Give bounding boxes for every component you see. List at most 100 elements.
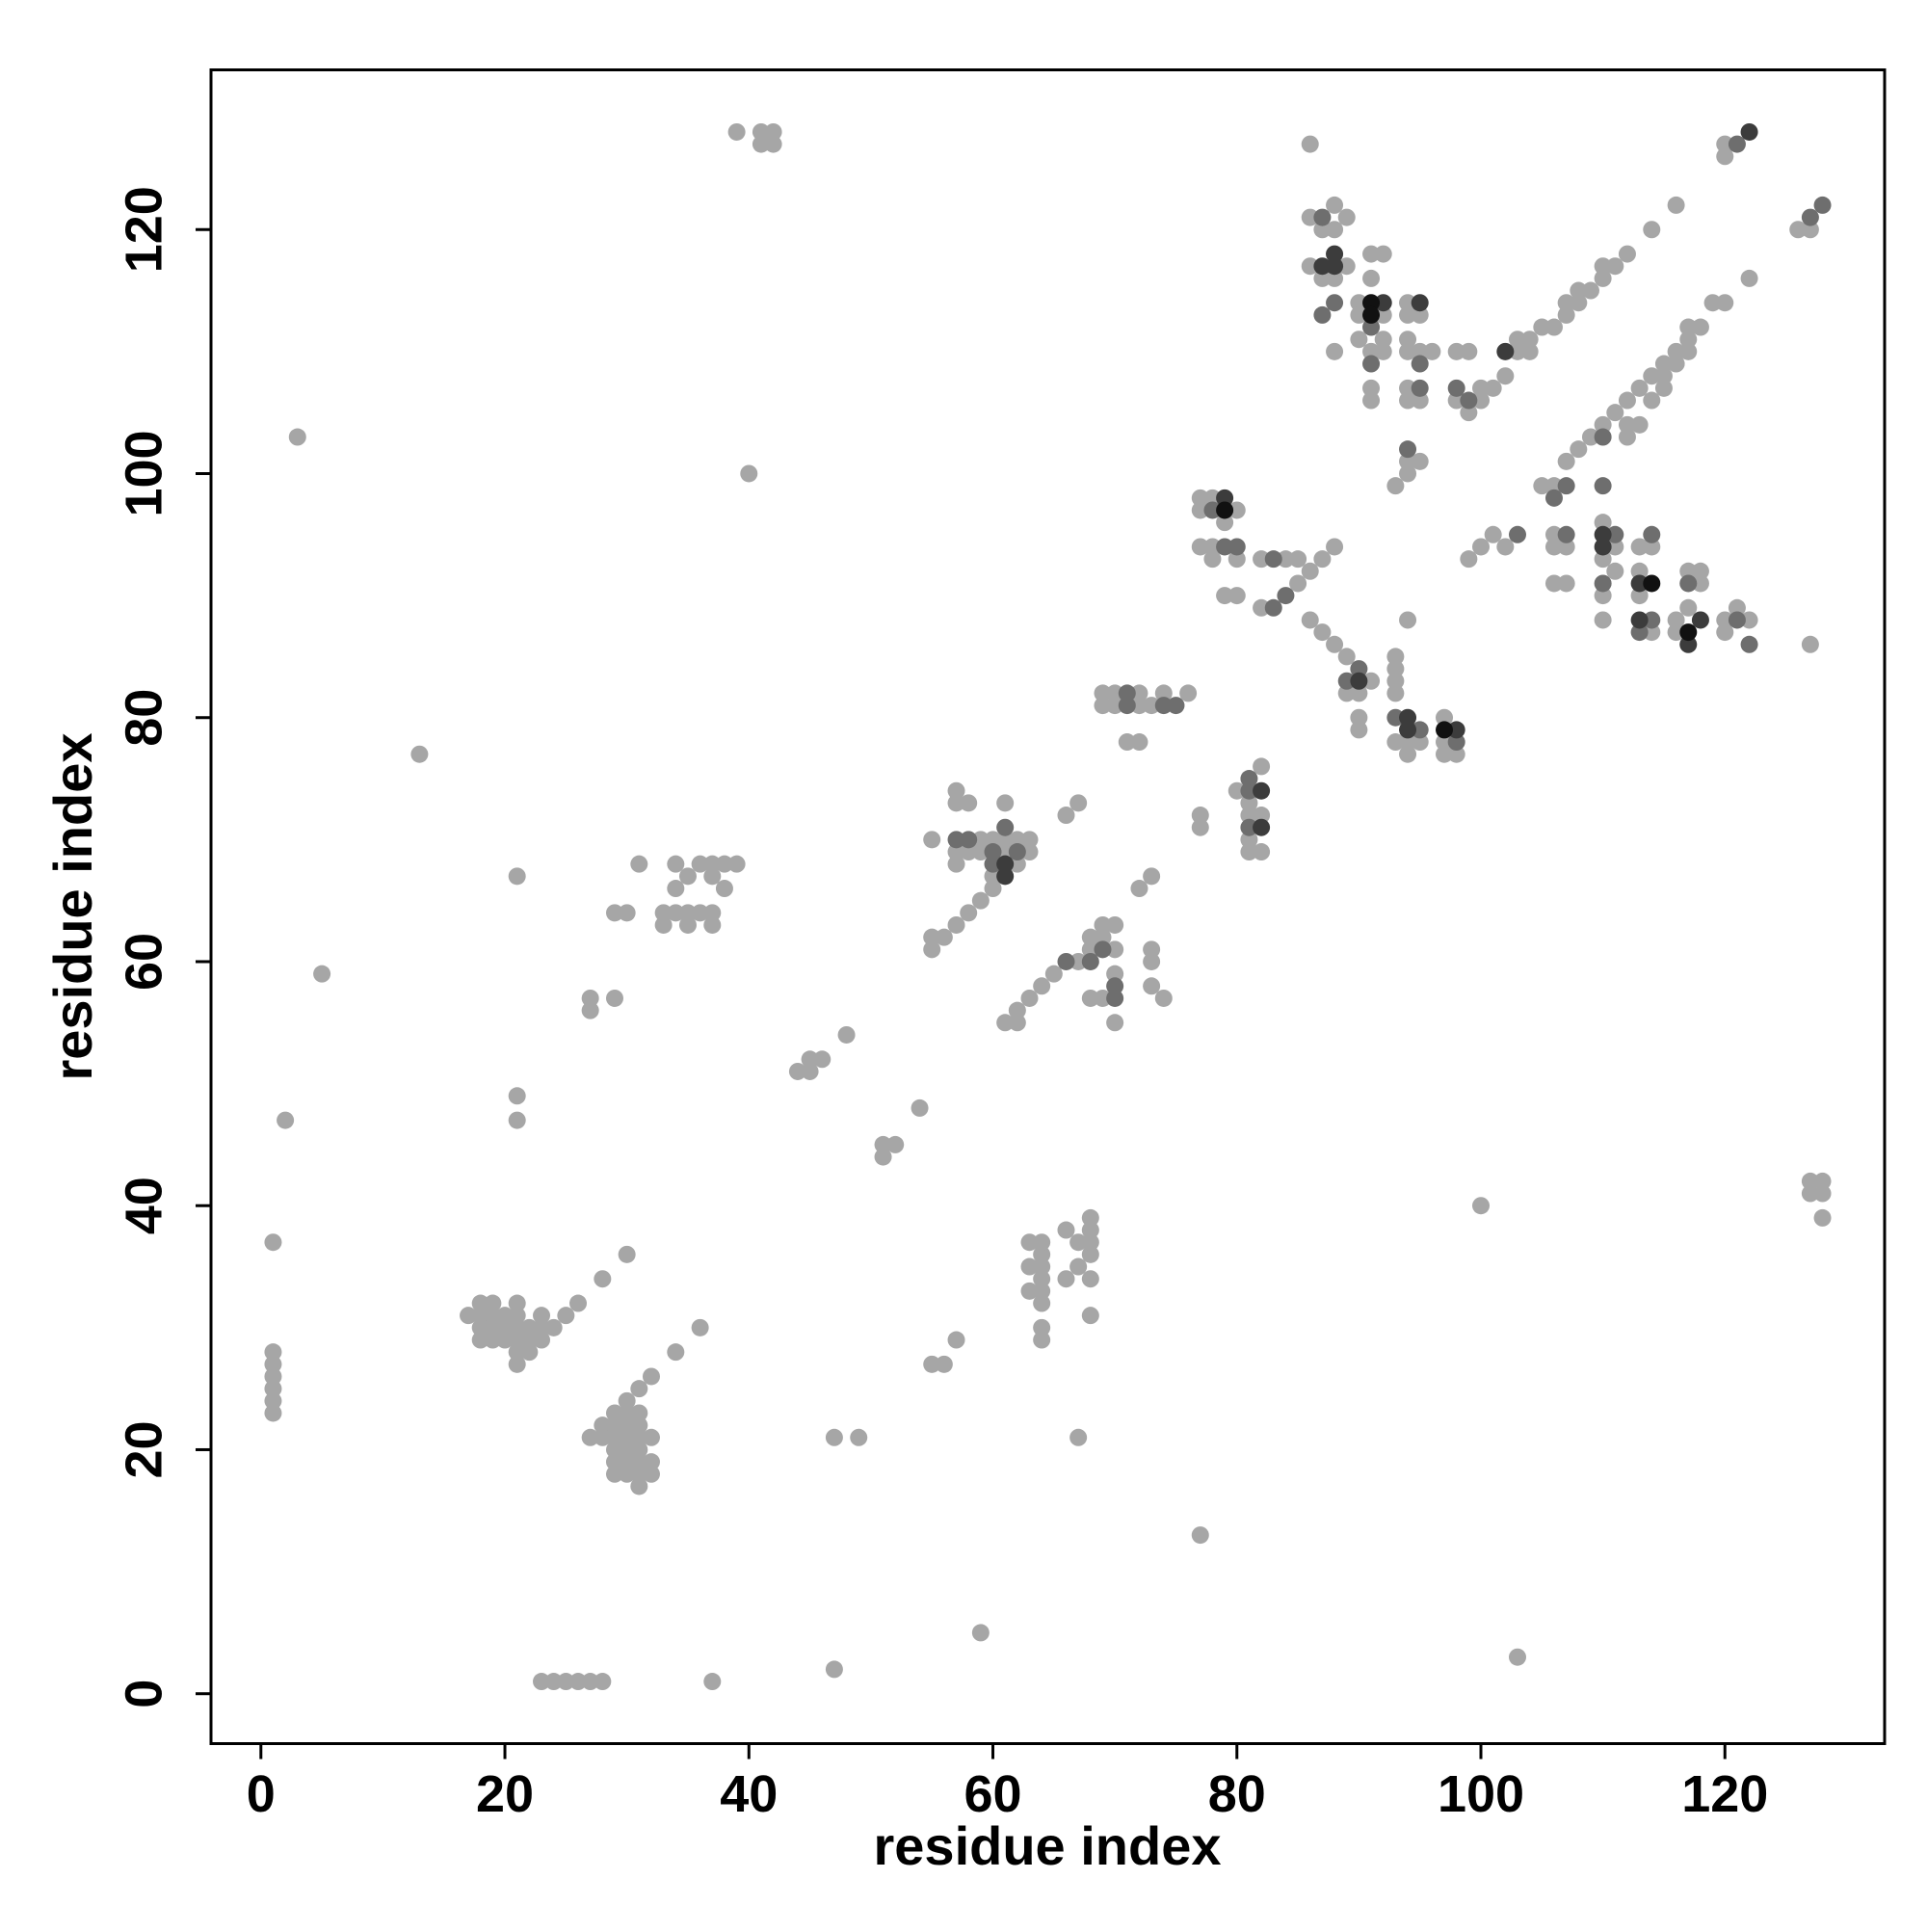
point [1337, 672, 1356, 690]
point [1313, 269, 1332, 287]
point [1033, 1318, 1051, 1337]
point [947, 1331, 965, 1349]
point [1337, 257, 1356, 276]
point [1801, 635, 1819, 653]
point [1326, 221, 1344, 239]
point [1240, 794, 1258, 812]
point [484, 1318, 502, 1337]
point [1081, 1270, 1099, 1288]
point [1703, 294, 1722, 312]
point [1533, 477, 1551, 495]
point [1253, 781, 1271, 800]
point [1130, 733, 1148, 752]
point [1679, 562, 1698, 580]
point [1216, 501, 1234, 519]
point [1216, 538, 1234, 556]
point [1716, 623, 1734, 642]
point [740, 464, 758, 483]
point [1472, 379, 1491, 397]
point [581, 1673, 599, 1691]
point [1594, 428, 1612, 446]
point [1374, 305, 1392, 324]
point [594, 1270, 612, 1288]
point [1253, 807, 1271, 825]
point [1044, 965, 1063, 983]
point [1728, 135, 1746, 153]
point [1094, 940, 1112, 959]
point [594, 1416, 612, 1435]
point [825, 1660, 843, 1679]
point [1557, 477, 1575, 495]
point [1081, 1208, 1099, 1227]
point [1020, 1282, 1039, 1300]
point [1496, 342, 1515, 360]
point [1350, 660, 1368, 678]
point [1643, 623, 1661, 642]
point [1581, 428, 1599, 446]
point [1399, 745, 1417, 763]
point [1570, 440, 1588, 459]
point [1130, 697, 1148, 715]
point [1544, 525, 1563, 543]
point [1069, 1428, 1088, 1446]
point [764, 135, 782, 153]
point [1191, 807, 1209, 825]
point [1240, 818, 1258, 836]
point [496, 1318, 515, 1337]
point [1081, 1233, 1099, 1252]
point [1227, 550, 1246, 569]
point [1618, 391, 1636, 410]
point [1460, 342, 1478, 360]
point [996, 843, 1015, 861]
point [1630, 379, 1649, 397]
point [1253, 757, 1271, 776]
y-tick-label: 80 [115, 689, 172, 747]
point [533, 1307, 551, 1325]
point [1508, 525, 1526, 543]
y-tick-label: 60 [115, 933, 172, 991]
point [1594, 269, 1612, 287]
point [1594, 611, 1612, 629]
point [1203, 501, 1222, 519]
point [618, 1465, 636, 1483]
point [1216, 489, 1234, 507]
point [1154, 989, 1173, 1007]
x-tick-label: 120 [1681, 1765, 1768, 1823]
point [971, 891, 990, 910]
point [533, 1318, 551, 1337]
point [1691, 318, 1709, 336]
point [1313, 305, 1332, 324]
point [581, 1001, 599, 1019]
point [1118, 697, 1136, 715]
point [508, 1355, 526, 1373]
point [496, 1307, 515, 1325]
point [1411, 294, 1429, 312]
point [1326, 269, 1344, 287]
point [1472, 391, 1491, 410]
point [1399, 305, 1417, 324]
point [1716, 611, 1734, 629]
point [618, 1404, 636, 1422]
point [264, 1343, 282, 1362]
point [569, 1294, 588, 1312]
point [1399, 379, 1417, 397]
point [313, 965, 331, 983]
point [1094, 684, 1112, 702]
point [1020, 1233, 1039, 1252]
point [1411, 342, 1429, 360]
point [1020, 1257, 1039, 1276]
point [996, 794, 1015, 812]
point [715, 855, 733, 873]
point [1362, 294, 1381, 312]
point [1337, 648, 1356, 666]
point [618, 1416, 636, 1435]
point [801, 1050, 819, 1069]
point [1594, 514, 1612, 532]
point [1350, 721, 1368, 739]
point [1106, 989, 1124, 1007]
point [1301, 257, 1319, 276]
point [1508, 1648, 1526, 1666]
point [1399, 294, 1417, 312]
point [1008, 831, 1026, 849]
